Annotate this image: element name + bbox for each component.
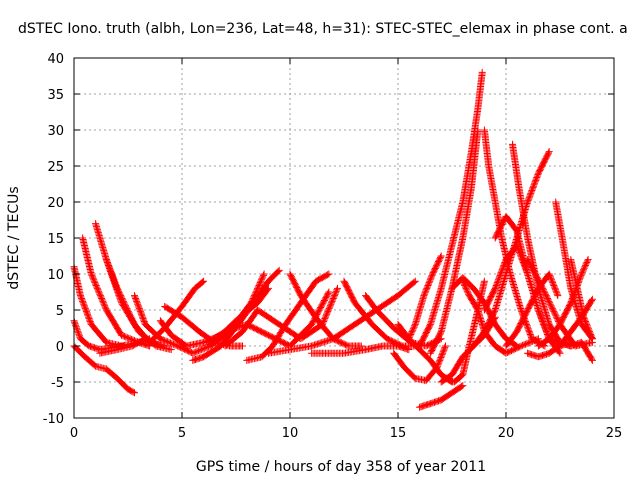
- series-markers: [146, 277, 208, 346]
- series-markers: [308, 342, 413, 357]
- series-markers: [286, 270, 365, 350]
- y-tick-label: 40: [47, 52, 64, 67]
- series-16: [264, 277, 419, 357]
- y-tick-label: 30: [47, 124, 64, 139]
- series-markers: [416, 382, 467, 411]
- y-tick-label: 20: [47, 196, 64, 211]
- x-tick-label: 20: [498, 426, 515, 441]
- x-tick-label: 5: [178, 426, 186, 441]
- series-markers: [405, 252, 445, 343]
- series-markers: [567, 256, 596, 343]
- x-tick-label: 25: [606, 426, 623, 441]
- y-axis-label: dSTEC / TECUs: [6, 186, 22, 289]
- chart-title: dSTEC Iono. truth (albh, Lon=236, Lat=48…: [18, 21, 628, 37]
- y-tick-label: -5: [51, 376, 64, 391]
- x-axis-label: GPS time / hours of day 358 of year 2011: [196, 459, 486, 475]
- series-markers: [96, 335, 164, 357]
- y-tick-label: 0: [56, 340, 64, 355]
- series-26: [416, 382, 467, 411]
- series-15: [286, 270, 365, 350]
- data-series: [70, 68, 596, 411]
- series-markers: [524, 256, 596, 350]
- series-41: [524, 256, 596, 350]
- y-tick-label: 15: [47, 232, 64, 247]
- y-tick-label: 10: [47, 268, 64, 283]
- series-markers: [264, 277, 419, 357]
- series-markers: [426, 126, 482, 357]
- series-6: [96, 335, 164, 357]
- series-19: [308, 342, 413, 357]
- grid-lines: [74, 58, 614, 418]
- y-tick-label: 5: [56, 304, 64, 319]
- y-tick-label: -10: [43, 412, 64, 427]
- x-tick-label: 10: [282, 426, 299, 441]
- series-10: [146, 277, 208, 346]
- axis-ticks: 0 5 10 15 20 25 -10 -5 0 5 10 15 20 25 30 35 40: [43, 52, 623, 441]
- x-tick-label: 15: [390, 426, 407, 441]
- y-tick-label: 35: [47, 88, 64, 103]
- series-21: [405, 252, 445, 343]
- series-40: [567, 256, 596, 343]
- series-markers: [390, 342, 449, 385]
- y-tick-label: 25: [47, 160, 64, 175]
- series-24: [426, 126, 482, 357]
- series-22: [390, 342, 449, 385]
- x-tick-label: 0: [70, 426, 78, 441]
